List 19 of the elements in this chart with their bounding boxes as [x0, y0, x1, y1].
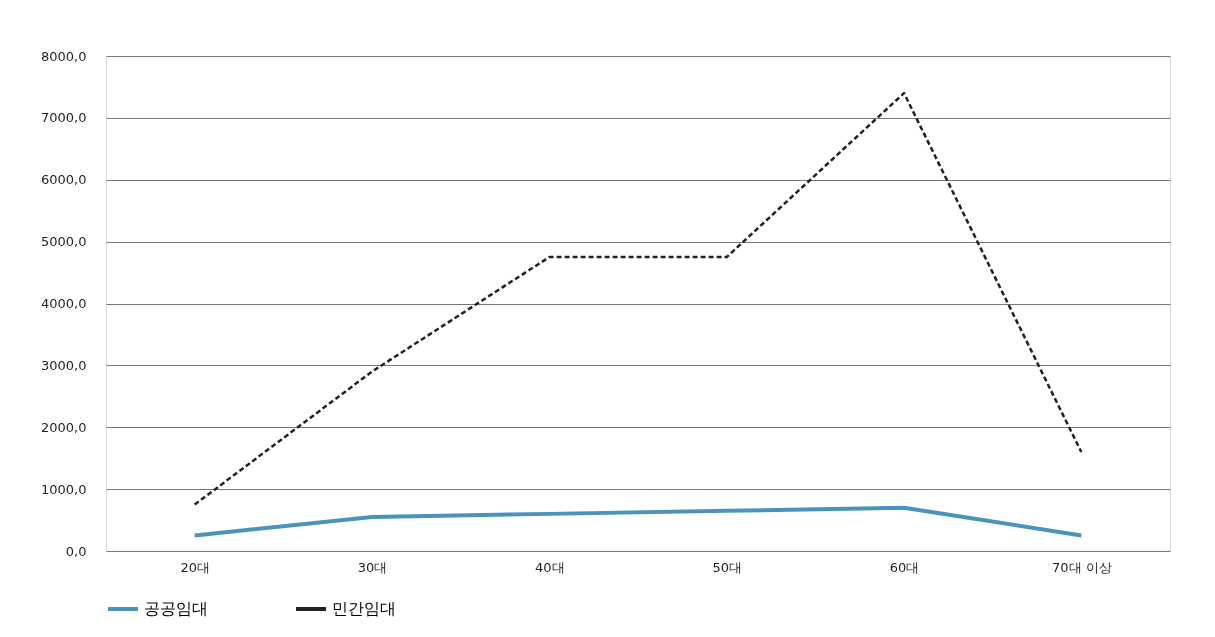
y-tick-label: 2000,0: [41, 419, 87, 435]
legend-label: 공공임대: [144, 599, 208, 618]
x-tick-label: 40대: [535, 559, 565, 575]
x-tick-label: 20대: [180, 559, 210, 575]
y-tick-label: 3000,0: [41, 357, 87, 373]
x-tick-label: 60대: [889, 559, 920, 575]
y-tick-label: 6000,0: [41, 172, 87, 188]
line-series: [193, 91, 1083, 506]
x-tick-label: 50대: [712, 559, 742, 575]
y-tick-label: 7000,0: [41, 110, 87, 126]
x-tick-label: 70대 이상: [1051, 559, 1112, 575]
x-tick-label: 30대: [357, 559, 388, 575]
legend-label: 민간임대: [332, 599, 396, 618]
line-series: [192, 505, 1084, 538]
y-tick-label: 5000,0: [41, 234, 87, 250]
y-tick-label: 8000,0: [41, 48, 87, 64]
y-tick-label: 1000,0: [41, 481, 87, 497]
y-tick-label: 4000,0: [41, 296, 87, 311]
y-tick-label: 0,0: [65, 543, 87, 559]
